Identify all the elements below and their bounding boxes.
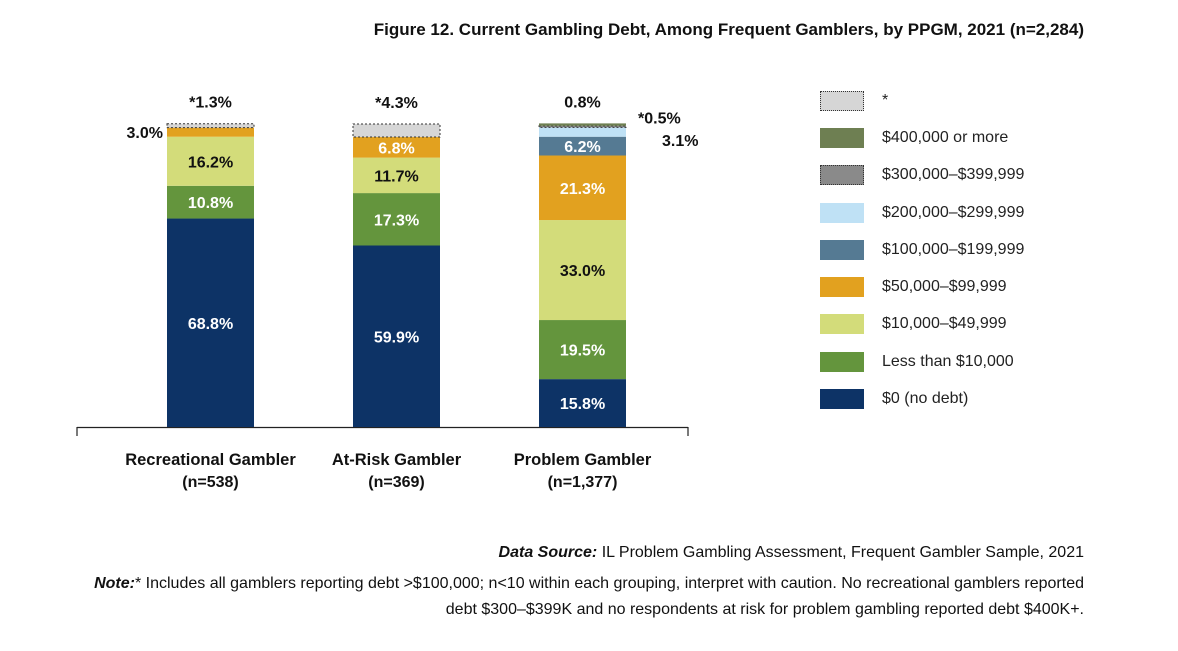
stacked-bar-chart: 68.8% 10.8% 16.2% 3.0% *1.3% Recreational Gam…: [76, 94, 698, 491]
legend-item-star: *: [820, 82, 1120, 119]
bar-segment-1-zero: [353, 245, 440, 427]
chart-legend: * $400,000 or more $300,000–$399,999 $200,0…: [820, 82, 1120, 418]
legend-item-50k: $50,000–$99,999: [820, 268, 1120, 305]
legend-label-zero: $0 (no debt): [882, 390, 969, 408]
category-label-1: At-Risk Gambler: [332, 451, 462, 469]
legend-item-10k: $10,000–$49,999: [820, 306, 1120, 343]
legend-item-lt10k: Less than $10,000: [820, 343, 1120, 380]
legend-swatch-lt10k: [820, 351, 864, 372]
legend-swatch-10k: [820, 314, 864, 335]
data-label-2-300k: *0.5%: [638, 111, 681, 128]
note-text: * Includes all gamblers reporting debt >…: [134, 575, 1084, 618]
data-source: Data Source: IL Problem Gambling Assessm…: [499, 544, 1084, 562]
bar-segment-2-300k: [538, 125, 627, 128]
legend-label-50k: $50,000–$99,999: [882, 278, 1007, 296]
legend-item-200k: $200,000–$299,999: [820, 194, 1120, 231]
bar-segment-0-10k: [167, 136, 254, 186]
category-label-2: Problem Gambler: [514, 451, 652, 469]
data-label-2-lt10k: 19.5%: [560, 343, 605, 360]
bar-segment-2-50k: [539, 155, 626, 221]
bar-segment-2-lt10k: [539, 320, 626, 380]
bar-segment-2-200k: [539, 127, 626, 137]
legend-label-100k: $100,000–$199,999: [882, 240, 1025, 258]
bar-segment-2-10k: [539, 220, 626, 321]
category-n-0: (n=538): [182, 474, 238, 491]
bar-segment-1-10k: [353, 157, 440, 194]
note-label: Note:: [94, 575, 135, 592]
legend-swatch-star: [820, 90, 864, 111]
bar-segment-2-100k: [539, 136, 626, 156]
data-label-0-star: *1.3%: [189, 95, 232, 112]
data-label-2-zero: 15.8%: [560, 396, 605, 413]
data-label-2-100k: 6.2%: [564, 139, 600, 156]
data-label-2-50k: 21.3%: [560, 181, 605, 198]
legend-label-lt10k: Less than $10,000: [882, 352, 1014, 370]
legend-swatch-200k: [820, 202, 864, 223]
legend-label-300k: $300,000–$399,999: [882, 166, 1025, 184]
legend-label-200k: $200,000–$299,999: [882, 203, 1025, 221]
bar-segment-2-zero: [539, 379, 626, 427]
legend-swatch-zero: [820, 389, 864, 410]
bar-segment-0-lt10k: [167, 185, 254, 219]
bar-segment-1-lt10k: [353, 193, 440, 246]
legend-swatch-300k: [820, 165, 864, 186]
legend-item-300k: $300,000–$399,999: [820, 157, 1120, 194]
data-label-1-50k: 6.8%: [378, 140, 414, 157]
category-n-2: (n=1,377): [548, 474, 618, 491]
data-source-label: Data Source:: [498, 544, 598, 561]
data-source-text: IL Problem Gambling Assessment, Frequent…: [597, 544, 1084, 561]
data-label-2-10k: 33.0%: [560, 263, 605, 280]
legend-item-400k: $400,000 or more: [820, 119, 1120, 156]
category-n-1: (n=369): [368, 474, 424, 491]
category-label-0: Recreational Gambler: [125, 451, 296, 469]
legend-item-100k: $100,000–$199,999: [820, 231, 1120, 268]
bar-segment-2-400k: [539, 123, 626, 126]
bar-segment-0-zero: [167, 218, 254, 427]
data-label-0-zero: 68.8%: [188, 316, 233, 333]
data-label-0-50k: 3.0%: [127, 125, 163, 142]
data-label-1-zero: 59.9%: [374, 329, 419, 346]
legend-label-10k: $10,000–$49,999: [882, 315, 1007, 333]
legend-label-400k: $400,000 or more: [882, 128, 1009, 146]
data-label-2-400k: 0.8%: [564, 94, 600, 111]
bar-segment-1-50k: [353, 137, 440, 158]
chart-note: Note:* Includes all gamblers reporting d…: [84, 571, 1084, 623]
data-label-0-lt10k: 10.8%: [188, 195, 233, 212]
bar-segment-0-50k: [167, 127, 254, 137]
chart-title: Figure 12. Current Gambling Debt, Among …: [373, 20, 1084, 39]
legend-swatch-50k: [820, 277, 864, 298]
data-label-1-10k: 11.7%: [374, 168, 418, 185]
legend-swatch-100k: [820, 239, 864, 260]
data-label-1-lt10k: 17.3%: [374, 212, 419, 229]
legend-swatch-400k: [820, 127, 864, 148]
bar-segment-0-star: [166, 123, 255, 129]
data-label-2-200k: 3.1%: [662, 133, 698, 150]
legend-item-zero: $0 (no debt): [820, 380, 1120, 417]
legend-label-star: *: [882, 91, 889, 109]
data-label-0-10k: 16.2%: [188, 154, 233, 171]
data-label-1-star: *4.3%: [375, 95, 418, 112]
bar-segment-1-star: [352, 123, 441, 138]
